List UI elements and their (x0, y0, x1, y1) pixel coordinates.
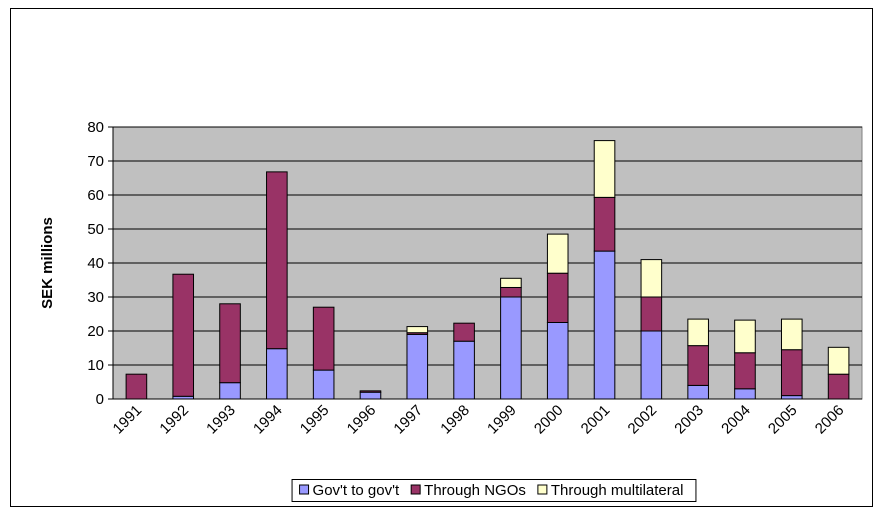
bar-segment (546, 233, 569, 274)
y-tick-label: 10 (87, 357, 104, 374)
bar-segment (734, 352, 756, 390)
bar-segment (687, 345, 709, 386)
bar-segment (780, 395, 803, 400)
bar-segment (687, 384, 709, 400)
legend-label: Through NGOs (424, 482, 526, 499)
bar-segment (827, 373, 850, 400)
bar-segment (359, 390, 382, 393)
bar-segment (546, 322, 569, 400)
y-tick-label: 50 (87, 221, 104, 238)
bar-segment (780, 349, 803, 397)
legend-swatch (537, 484, 548, 495)
bar-segment (593, 196, 616, 252)
bar-segment (453, 322, 475, 342)
bar-segment (406, 326, 429, 334)
bar-segment (687, 318, 709, 347)
bar-segment (640, 259, 663, 298)
bar-segment (172, 273, 195, 397)
y-tick-label: 20 (87, 323, 104, 340)
legend-swatch (410, 484, 421, 495)
bar-segment (406, 333, 429, 400)
bar-segment (593, 250, 616, 400)
bar-segment (453, 340, 475, 400)
legend-label: Through multilateral (551, 482, 684, 499)
legend-box (291, 479, 697, 502)
bar-segment (827, 346, 850, 375)
y-tick-label: 80 (87, 119, 104, 136)
bar-segment (219, 303, 241, 384)
bar-segment (734, 319, 756, 354)
bar-segment (266, 348, 288, 400)
bar-segment (359, 391, 382, 400)
bar-segment (546, 272, 569, 324)
bar-segment (640, 296, 663, 332)
y-tick-label: 70 (87, 153, 104, 170)
bar-segment (780, 318, 803, 351)
bar-segment (593, 140, 616, 198)
bar-segment (500, 296, 522, 400)
bar-segment (312, 369, 335, 400)
bar-segment (219, 382, 241, 400)
bar-segment (125, 373, 148, 400)
y-tick-label: 0 (96, 391, 104, 408)
legend-label: Gov't to gov't (313, 482, 400, 499)
bar-segment (640, 330, 663, 400)
bar-segment (500, 286, 522, 298)
legend-swatch (299, 484, 310, 495)
bar-segment (266, 171, 288, 350)
bar-segment (312, 306, 335, 371)
y-axis-label: SEK millions (39, 217, 56, 309)
legend: Gov't to gov't Through NGOs Through multil… (291, 479, 697, 502)
y-tick-label: 30 (87, 289, 104, 306)
bar-segment (500, 277, 522, 288)
y-tick-label: 40 (87, 255, 104, 272)
bar-segment (734, 388, 756, 400)
y-tick-label: 60 (87, 187, 104, 204)
